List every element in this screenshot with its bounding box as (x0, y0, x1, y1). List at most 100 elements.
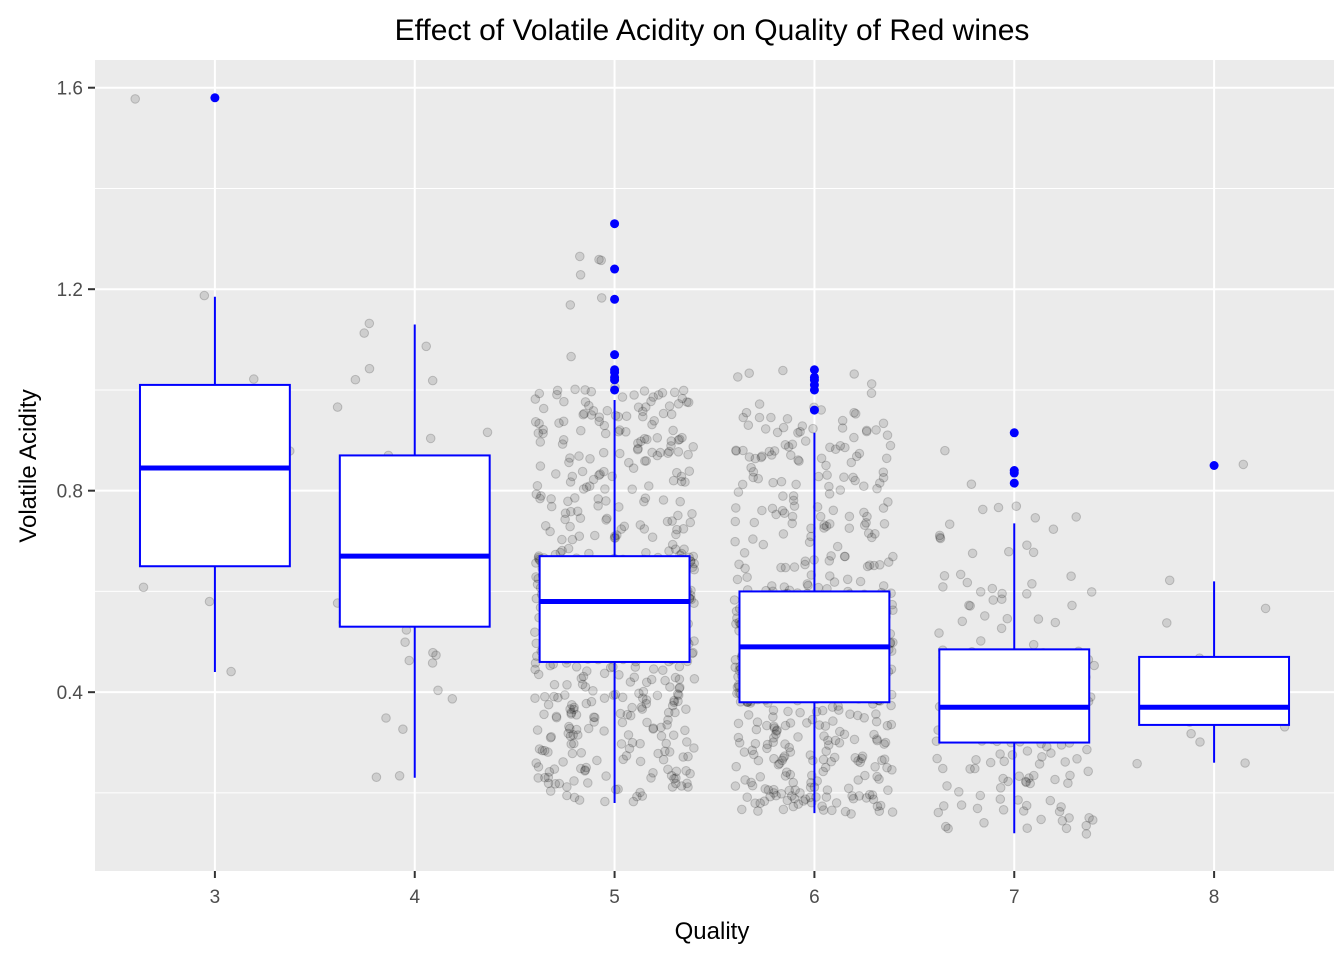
jitter-point (569, 738, 579, 749)
jitter-point (803, 580, 813, 591)
jitter-point (872, 771, 882, 782)
jitter-point (1067, 600, 1077, 611)
jitter-point (749, 517, 760, 528)
jitter-point (425, 433, 436, 444)
jitter-point (595, 469, 605, 479)
jitter-point (629, 672, 640, 683)
jitter-point (576, 673, 587, 684)
jitter-point (569, 792, 580, 803)
jitter-point (532, 725, 543, 735)
jitter-point (872, 483, 882, 494)
jitter-point (826, 756, 837, 767)
jitter-point (567, 748, 578, 759)
jitter-point (640, 493, 651, 504)
jitter-point (627, 702, 637, 713)
jitter-point (800, 794, 811, 805)
jitter-point (576, 748, 587, 758)
jitter-point (624, 457, 634, 468)
jitter-point (852, 710, 863, 721)
outlier-point (610, 264, 620, 274)
jitter-point (648, 664, 659, 674)
jitter-point (683, 782, 693, 792)
jitter-point (1037, 752, 1047, 762)
jitter-point (853, 775, 864, 785)
jitter-point (1048, 524, 1059, 535)
outlier-point (610, 219, 620, 229)
jitter-point (787, 511, 798, 522)
jitter-point (869, 560, 879, 571)
jitter-point (788, 777, 799, 788)
jitter-point (829, 577, 840, 587)
jitter-point (861, 518, 871, 528)
jitter-point (734, 559, 744, 570)
jitter-point (635, 520, 646, 530)
boxplot-5 (538, 219, 691, 803)
jitter-point (600, 796, 610, 807)
jitter-point (804, 537, 815, 548)
jitter-point (747, 745, 758, 756)
jitter-point (1088, 815, 1098, 825)
jitter-point (772, 427, 783, 438)
jitter-point (642, 434, 652, 445)
jitter-point (768, 737, 779, 748)
jitter-point (1002, 613, 1013, 624)
jitter-point (575, 251, 585, 262)
jitter-point (580, 765, 591, 775)
jitter-point (776, 562, 786, 573)
jitter-point (759, 796, 770, 807)
jitter-point (878, 472, 889, 483)
jitter-point (975, 587, 986, 597)
jitter-point (887, 807, 898, 817)
panel-background (95, 60, 1334, 871)
jitter-point (840, 806, 851, 817)
jitter-point (837, 423, 848, 433)
jitter-point (823, 735, 833, 746)
jitter-point (840, 551, 850, 562)
jitter-point (568, 730, 579, 740)
jitter-point (766, 450, 777, 460)
x-tick-label: 4 (409, 887, 420, 908)
jitter-point (138, 582, 149, 593)
jitter-point (560, 514, 570, 525)
jitter-point (657, 388, 668, 398)
jitter-point (673, 696, 683, 707)
jitter-point (863, 528, 874, 539)
outlier-point (809, 372, 819, 382)
jitter-point (546, 494, 556, 504)
jitter-point (824, 481, 834, 492)
jitter-point (637, 704, 648, 714)
jitter-point (1007, 750, 1018, 760)
jitter-point (600, 484, 610, 494)
x-tick-label: 6 (809, 887, 820, 908)
boxplots (138, 93, 1291, 834)
jitter-point (742, 792, 753, 803)
jitter-point (1022, 823, 1032, 834)
jitter-point (933, 807, 944, 818)
jitter-point (867, 790, 878, 800)
jitter-point (996, 623, 1007, 634)
jitter-point (831, 798, 842, 808)
jitter-point (1011, 501, 1022, 512)
jitter-point (1186, 728, 1196, 739)
jitter-point (740, 563, 750, 574)
jitter-point (824, 489, 835, 499)
jitter-point (598, 447, 609, 458)
jitter-point (431, 650, 441, 661)
jitter-point (621, 411, 632, 422)
jitter-point (648, 768, 658, 778)
jitter-point (574, 451, 584, 461)
jitter-point (627, 484, 638, 495)
jitter-point (615, 448, 625, 459)
jitter-point (1024, 773, 1034, 783)
jitter-point (784, 785, 795, 796)
jitter-point (868, 794, 879, 805)
jitter-point (1025, 778, 1035, 789)
jitter-point (802, 718, 812, 728)
jitter-point (647, 532, 658, 543)
jitter-point (628, 796, 639, 807)
jitter-point (530, 417, 541, 427)
jitter-point (855, 576, 866, 587)
jitter-point (545, 732, 556, 743)
y-tick-label: 0.8 (57, 482, 83, 503)
jitter-point (840, 442, 850, 453)
